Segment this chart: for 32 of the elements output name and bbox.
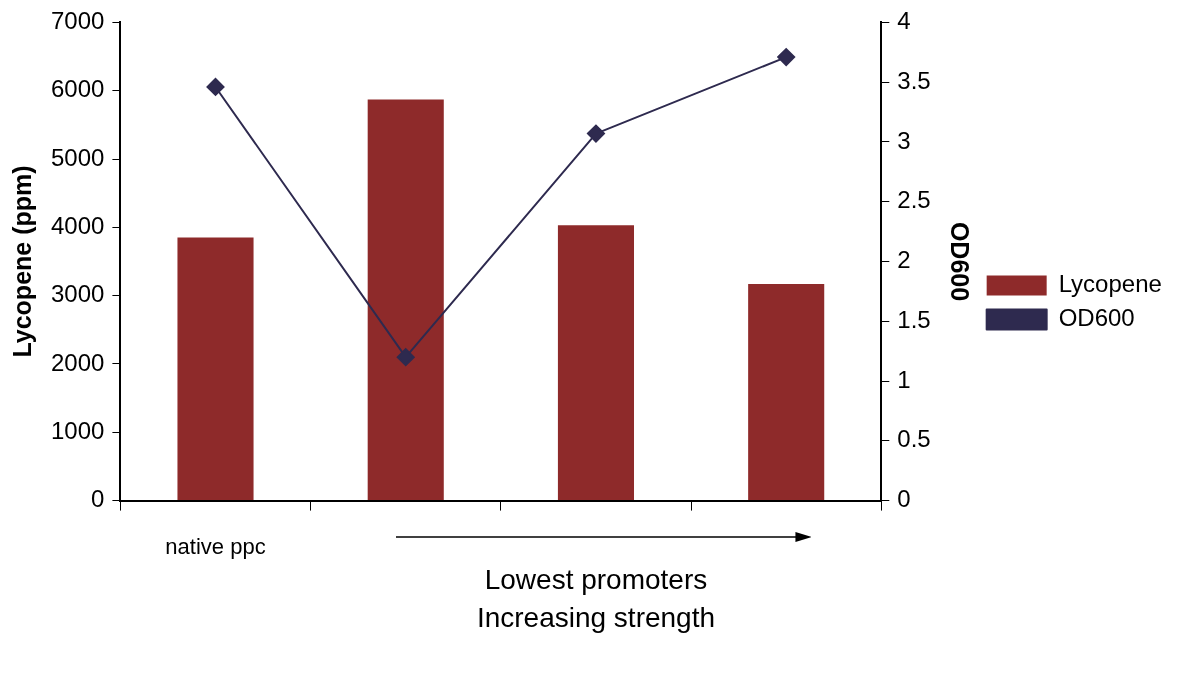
point — [396, 348, 415, 367]
y-tick-label: 4000 — [51, 211, 105, 239]
point — [206, 77, 225, 96]
point — [777, 48, 796, 67]
text: Lowest promoters — [484, 563, 708, 595]
legend-label: OD600 — [1058, 304, 1135, 332]
y2-axis-title: OD600 — [945, 221, 974, 302]
y2-tick-label: 2 — [897, 246, 911, 274]
y2-tick-label: 2.5 — [897, 186, 931, 214]
y2-tick-label: 3 — [897, 126, 911, 154]
y-axis-title: Lycopene (ppm) — [7, 165, 36, 358]
bar — [557, 225, 635, 501]
point — [586, 124, 605, 143]
y2-tick-label: 4 — [897, 7, 911, 35]
y2-tick-label: 3.5 — [897, 66, 931, 94]
y-tick-label: 5000 — [51, 143, 105, 171]
legend-label: Lycopene — [1058, 270, 1162, 298]
bar — [748, 284, 825, 501]
x-tick-label: native ppc — [165, 533, 266, 559]
y2-tick-label: 0.5 — [897, 425, 931, 453]
y2-tick-label: 1 — [897, 365, 911, 393]
y2-tick-label: 1.5 — [897, 305, 931, 333]
y-tick-label: 3000 — [51, 280, 105, 308]
text: Increasing strength — [476, 601, 716, 633]
y-tick-label: 7000 — [51, 7, 105, 35]
y-tick-label: 6000 — [51, 75, 105, 103]
y2-tick-label: 0 — [897, 485, 911, 513]
bar — [177, 237, 254, 501]
y-tick-label: 1000 — [51, 416, 105, 444]
y-tick-label: 2000 — [51, 348, 105, 376]
y-tick-label: 0 — [91, 485, 105, 513]
bar — [367, 99, 444, 501]
